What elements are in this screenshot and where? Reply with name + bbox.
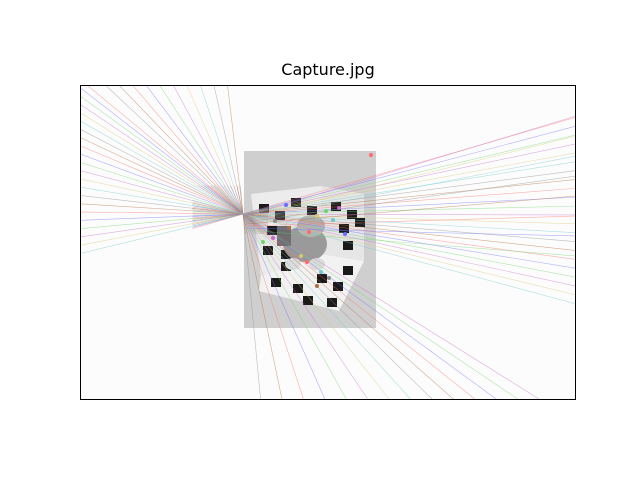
checker-square: [339, 224, 349, 233]
epipolar-line: [245, 229, 575, 257]
epipolar-lines: [81, 86, 575, 399]
image-axes: [80, 85, 576, 400]
feature-point: [315, 284, 319, 288]
feature-point: [319, 270, 323, 274]
checker-square: [343, 266, 353, 275]
epipolar-line: [192, 212, 575, 225]
epipolar-line: [192, 210, 575, 234]
epipolar-line: [233, 185, 304, 399]
feature-point: [273, 219, 277, 223]
checker-square: [303, 296, 313, 305]
epipolar-line: [81, 162, 269, 223]
epipolar-line: [245, 195, 575, 225]
epipolar-line: [220, 185, 390, 399]
feature-point: [307, 230, 311, 234]
feature-point: [299, 254, 303, 258]
feature-point: [337, 206, 341, 210]
epipolar-line: [192, 161, 575, 223]
epipolar-line: [245, 155, 575, 221]
image-canvas: [81, 86, 575, 399]
epipolar-line: [197, 185, 540, 399]
checker-square: [317, 274, 327, 283]
photo: [244, 151, 376, 328]
checker-square: [281, 250, 291, 259]
checker-square: [333, 282, 343, 291]
checker-square: [271, 278, 281, 287]
feature-point: [327, 276, 331, 280]
feature-point: [287, 226, 291, 230]
checker-square: [343, 241, 353, 250]
feature-point: [271, 236, 275, 240]
epipolar-line: [240, 185, 261, 399]
epipolar-line: [81, 154, 269, 224]
epipolar-line: [192, 117, 575, 229]
checker-square: [275, 211, 285, 220]
checker-square: [291, 198, 301, 207]
epipolar-line: [81, 121, 269, 229]
epipolar-line: [192, 205, 575, 269]
epipolar-line: [192, 143, 575, 225]
feature-point: [324, 209, 328, 213]
checker-square: [267, 226, 277, 235]
epipolar-line: [192, 196, 575, 217]
epipolar-line: [192, 205, 575, 216]
epipolar-line: [213, 185, 433, 399]
epipolar-line: [210, 185, 454, 399]
epipolar-line: [245, 135, 575, 219]
feature-point: [315, 214, 319, 218]
feature-point: [343, 232, 347, 236]
epipolar-line: [192, 201, 575, 296]
epipolar-line: [245, 215, 575, 227]
epipolar-line: [81, 129, 269, 228]
epipolar-line: [245, 115, 575, 217]
epipolar-line: [216, 185, 411, 399]
epipolar-line: [245, 175, 575, 223]
feature-point: [305, 260, 309, 264]
feature-point: [331, 218, 335, 222]
epipolar-line: [200, 185, 519, 399]
epipolar-line: [192, 213, 575, 216]
checker-square: [331, 202, 341, 211]
epipolar-line: [203, 185, 497, 399]
epipolar-line: [236, 185, 283, 399]
epipolar-line: [192, 126, 575, 228]
feature-point: [369, 153, 373, 157]
feature-points: [261, 153, 373, 288]
epipolar-line: [207, 185, 476, 399]
checker-square: [263, 246, 273, 255]
feature-point: [284, 203, 288, 207]
epipolar-line: [81, 137, 269, 227]
epipolar-line: [192, 152, 575, 224]
epipolar-line: [192, 202, 575, 287]
figure-title: Capture.jpg: [281, 60, 375, 79]
epipolar-line: [192, 134, 575, 227]
feature-point: [261, 240, 265, 244]
checker-square: [293, 284, 303, 293]
epipolar-line: [81, 145, 269, 225]
epipolar-line: [192, 170, 575, 221]
checker-square: [327, 298, 337, 307]
toy-pack: [277, 226, 291, 246]
epipolar-line: [245, 227, 575, 237]
